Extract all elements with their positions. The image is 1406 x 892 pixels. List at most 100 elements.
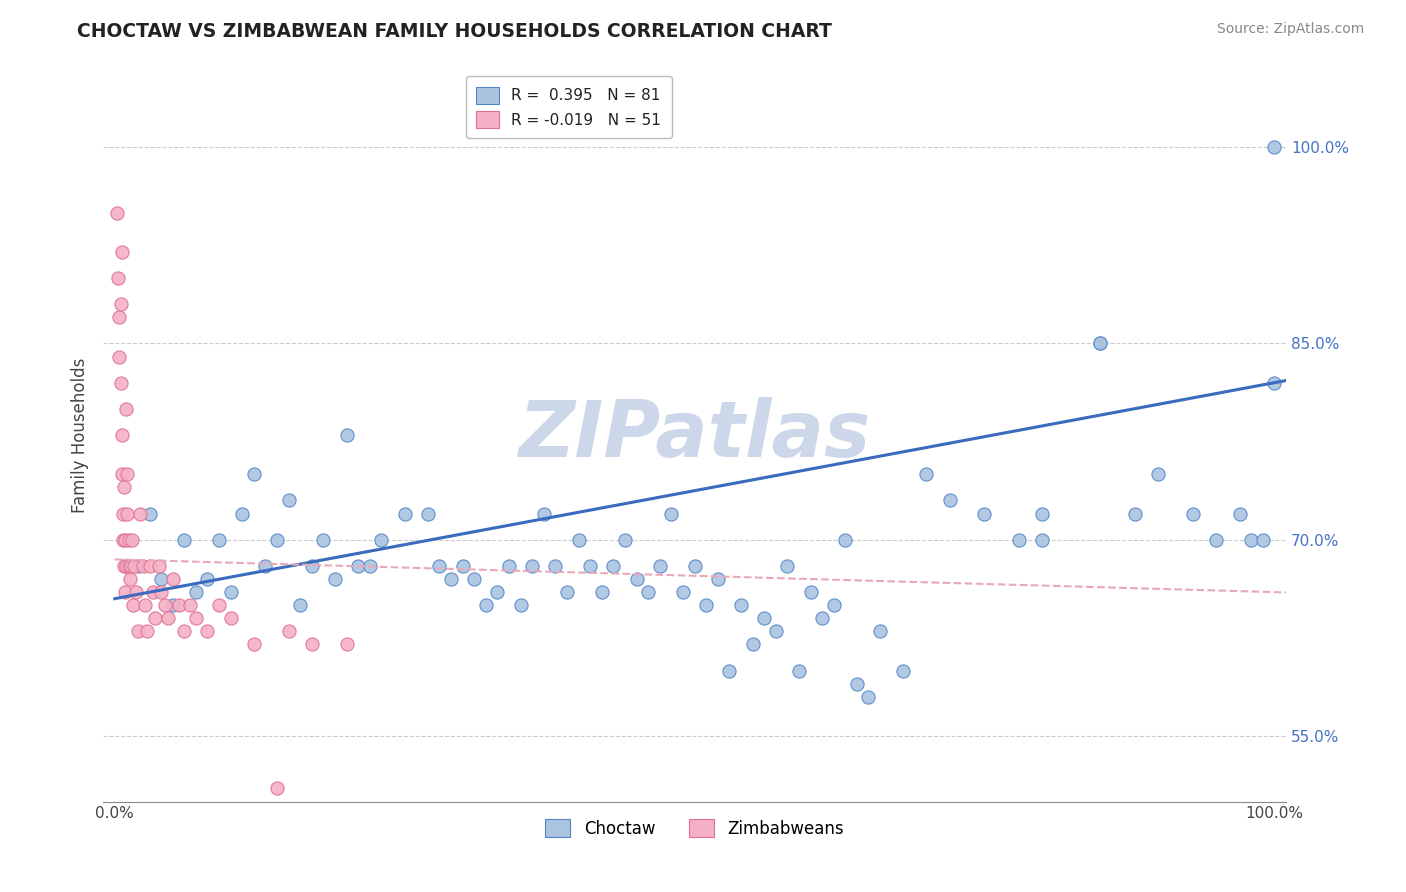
Point (1090, 336, 1112, 351)
Point (718, 664, 741, 678)
Point (659, 507, 682, 521)
Point (208, 533, 231, 547)
Point (915, 467, 938, 482)
Point (110, 297, 132, 311)
Point (486, 585, 509, 599)
Point (1182, 507, 1205, 521)
Point (111, 533, 134, 547)
Point (1229, 507, 1251, 521)
Point (243, 467, 266, 482)
Y-axis label: Family Households: Family Households (72, 358, 89, 513)
Point (173, 533, 195, 547)
Point (111, 244, 134, 259)
Text: CHOCTAW VS ZIMBABWEAN FAMILY HOUSEHOLDS CORRELATION CHART: CHOCTAW VS ZIMBABWEAN FAMILY HOUSEHOLDS … (77, 22, 832, 41)
Point (111, 507, 134, 521)
Point (122, 598, 145, 612)
Point (336, 638, 359, 652)
Point (179, 598, 201, 612)
Point (776, 558, 799, 573)
Point (858, 690, 880, 704)
Point (811, 611, 834, 625)
Text: ZIPatlas: ZIPatlas (519, 397, 870, 473)
Point (124, 558, 146, 573)
Point (107, 271, 129, 285)
Point (799, 585, 821, 599)
Point (117, 558, 139, 573)
Point (110, 376, 132, 390)
Point (290, 598, 312, 612)
Point (219, 611, 242, 625)
Point (162, 572, 184, 586)
Point (1240, 533, 1263, 547)
Point (150, 585, 173, 599)
Point (108, 310, 131, 325)
Point (197, 624, 219, 639)
Legend: Choctaw, Zimbabweans: Choctaw, Zimbabweans (538, 813, 851, 845)
Point (208, 598, 231, 612)
Point (219, 585, 242, 599)
Point (111, 428, 134, 442)
Point (522, 558, 544, 573)
Point (134, 598, 156, 612)
Text: Source: ZipAtlas.com: Source: ZipAtlas.com (1216, 22, 1364, 37)
Point (568, 533, 591, 547)
Point (741, 638, 763, 652)
Point (301, 558, 323, 573)
Point (153, 598, 176, 612)
Point (463, 572, 485, 586)
Point (730, 598, 752, 612)
Point (301, 638, 323, 652)
Point (498, 558, 520, 573)
Point (148, 558, 170, 573)
Point (323, 572, 346, 586)
Point (266, 781, 288, 796)
Point (277, 493, 299, 508)
Point (869, 624, 891, 639)
Point (114, 533, 136, 547)
Point (138, 558, 160, 573)
Point (336, 428, 359, 442)
Point (277, 624, 299, 639)
Point (683, 558, 706, 573)
Point (973, 507, 995, 521)
Point (752, 611, 775, 625)
Point (938, 493, 960, 508)
Point (1031, 533, 1053, 547)
Point (1090, 336, 1112, 351)
Point (124, 585, 146, 599)
Point (127, 558, 149, 573)
Point (131, 558, 153, 573)
Point (1263, 376, 1285, 390)
Point (1205, 533, 1227, 547)
Point (765, 624, 787, 639)
Point (1263, 140, 1285, 154)
Point (197, 572, 219, 586)
Point (440, 572, 463, 586)
Point (117, 533, 139, 547)
Point (266, 533, 288, 547)
Point (416, 507, 439, 521)
Point (429, 558, 451, 573)
Point (112, 558, 135, 573)
Point (370, 533, 392, 547)
Point (1251, 533, 1274, 547)
Point (672, 585, 695, 599)
Point (555, 585, 578, 599)
Point (167, 598, 190, 612)
Point (115, 401, 138, 416)
Point (1147, 467, 1170, 482)
Point (143, 611, 166, 625)
Point (834, 533, 856, 547)
Point (111, 467, 134, 482)
Point (1008, 533, 1031, 547)
Point (118, 572, 141, 586)
Point (591, 585, 613, 599)
Point (695, 598, 717, 612)
Point (845, 677, 868, 691)
Point (579, 558, 602, 573)
Point (891, 664, 914, 678)
Point (112, 480, 135, 494)
Point (1031, 507, 1053, 521)
Point (231, 507, 253, 521)
Point (648, 558, 671, 573)
